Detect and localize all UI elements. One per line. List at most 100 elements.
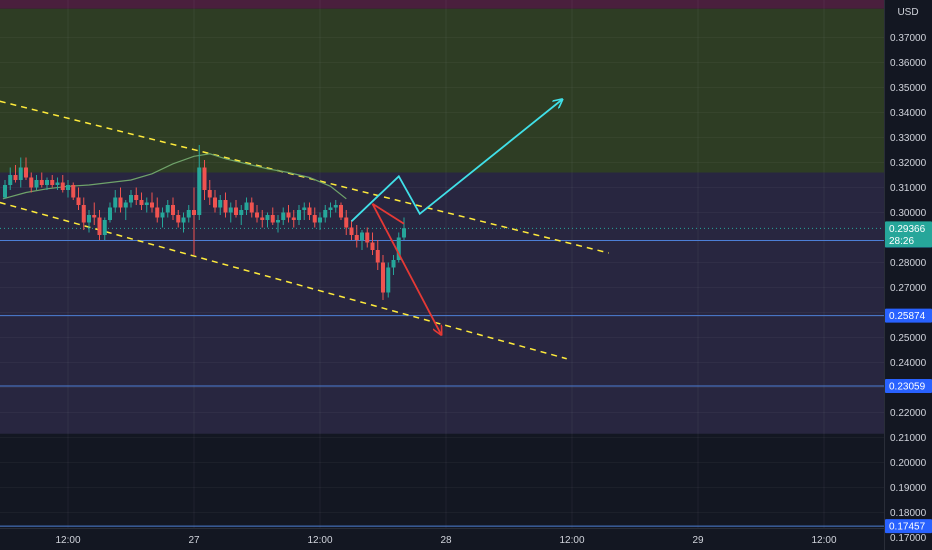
candle	[113, 190, 118, 213]
candle-body	[134, 195, 139, 200]
candle	[365, 227, 370, 248]
time-tick-label: 12:00	[55, 535, 80, 546]
candle-body	[55, 182, 60, 185]
candle-body	[102, 220, 107, 235]
candle	[391, 255, 396, 275]
candle	[276, 215, 280, 233]
candle	[50, 175, 55, 188]
candle-body	[328, 207, 333, 210]
candle	[375, 240, 380, 270]
candle-body	[34, 180, 39, 188]
candle-body	[181, 217, 186, 223]
price-tick-label: 0.27000	[890, 283, 927, 294]
candle	[3, 180, 7, 199]
candle	[160, 207, 165, 228]
price-tick-label: 0.32000	[890, 158, 927, 169]
candle-body	[60, 182, 65, 190]
candle-body	[97, 217, 102, 235]
candle	[139, 192, 144, 210]
level-label-bg	[885, 308, 932, 323]
candle-body	[66, 185, 70, 190]
candle-body	[45, 180, 49, 185]
level-label-2: 0.23059	[885, 379, 932, 394]
price-tick-label: 0.21000	[890, 433, 927, 444]
candle	[297, 205, 301, 225]
candle-body	[375, 250, 380, 263]
candle-body	[302, 207, 307, 210]
candle-body	[396, 237, 401, 260]
candle-body	[349, 227, 354, 235]
candle-body	[255, 212, 259, 218]
candle-body	[165, 205, 170, 213]
candle	[333, 200, 338, 213]
candle	[176, 210, 181, 228]
projection-arrows[interactable]	[350, 100, 562, 334]
candle	[255, 205, 259, 223]
price-tick-label: 0.37000	[890, 33, 927, 44]
candle-body	[171, 205, 175, 215]
candle	[123, 200, 128, 220]
candle-body	[360, 232, 364, 240]
candle-body	[71, 185, 76, 198]
candle-body	[333, 205, 338, 208]
candle	[81, 197, 86, 230]
candle	[155, 197, 160, 223]
candle	[381, 255, 385, 300]
currency-label[interactable]: USD	[897, 7, 918, 18]
candle-body	[244, 202, 249, 210]
candle	[402, 217, 406, 240]
candle	[291, 210, 296, 228]
candle	[312, 207, 317, 228]
candle	[323, 205, 328, 223]
time-tick-label: 28	[440, 535, 452, 546]
candle	[307, 202, 312, 220]
time-tick-label: 12:00	[811, 535, 836, 546]
bearish-projection-arrow[interactable]	[371, 203, 441, 334]
candle-body	[197, 167, 202, 215]
candle	[386, 262, 391, 298]
candle	[270, 207, 275, 225]
candle-body	[234, 207, 238, 215]
candle-body	[129, 195, 133, 203]
candle-body	[297, 210, 301, 220]
price-tick-label: 0.17000	[890, 533, 927, 544]
time-axis[interactable]: 12:00 27 12:00 28 12:00 29 12:00	[55, 535, 836, 546]
candle-body	[307, 207, 312, 215]
currency-text: USD	[897, 7, 918, 18]
price-tick-label: 0.34000	[890, 108, 927, 119]
last-price-text: 0.29366	[889, 224, 926, 235]
price-axis[interactable]: 0.37000 0.36000 0.35000 0.34000 0.33000 0.320…	[890, 33, 927, 544]
channel-lines[interactable]	[0, 100, 609, 360]
countdown-text: 28:26	[889, 236, 914, 247]
horizontal-levels[interactable]	[0, 227, 884, 527]
candle	[29, 172, 34, 193]
level-label-text: 0.25874	[889, 311, 926, 322]
candle	[134, 187, 139, 205]
candle-body	[286, 212, 291, 218]
grid-lines	[67, 0, 825, 528]
price-tick-label: 0.25000	[890, 333, 927, 344]
candle	[370, 232, 375, 255]
candle-body	[381, 262, 385, 293]
time-tick-label: 12:00	[559, 535, 584, 546]
bullish-projection-arrow[interactable]	[350, 100, 562, 222]
candle-body	[150, 202, 154, 208]
candle-body	[218, 200, 223, 208]
candle	[234, 200, 238, 218]
candle	[97, 210, 102, 240]
candle-body	[176, 215, 181, 223]
candle	[171, 197, 175, 220]
candle	[66, 180, 70, 198]
candle-body	[8, 175, 13, 185]
channel-line-0[interactable]	[0, 100, 609, 254]
candle	[302, 202, 307, 220]
candle-body	[202, 167, 207, 190]
candle-body	[402, 228, 406, 238]
candle	[286, 205, 291, 223]
candle	[228, 202, 233, 223]
bearish-connector	[372, 202, 405, 225]
candle-body	[339, 205, 343, 218]
